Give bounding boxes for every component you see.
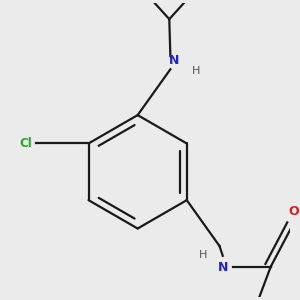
Text: N: N	[218, 261, 228, 274]
Text: O: O	[288, 205, 299, 218]
Text: H: H	[199, 250, 207, 260]
Text: N: N	[169, 54, 179, 67]
Text: Cl: Cl	[19, 137, 32, 150]
Text: H: H	[192, 67, 201, 76]
